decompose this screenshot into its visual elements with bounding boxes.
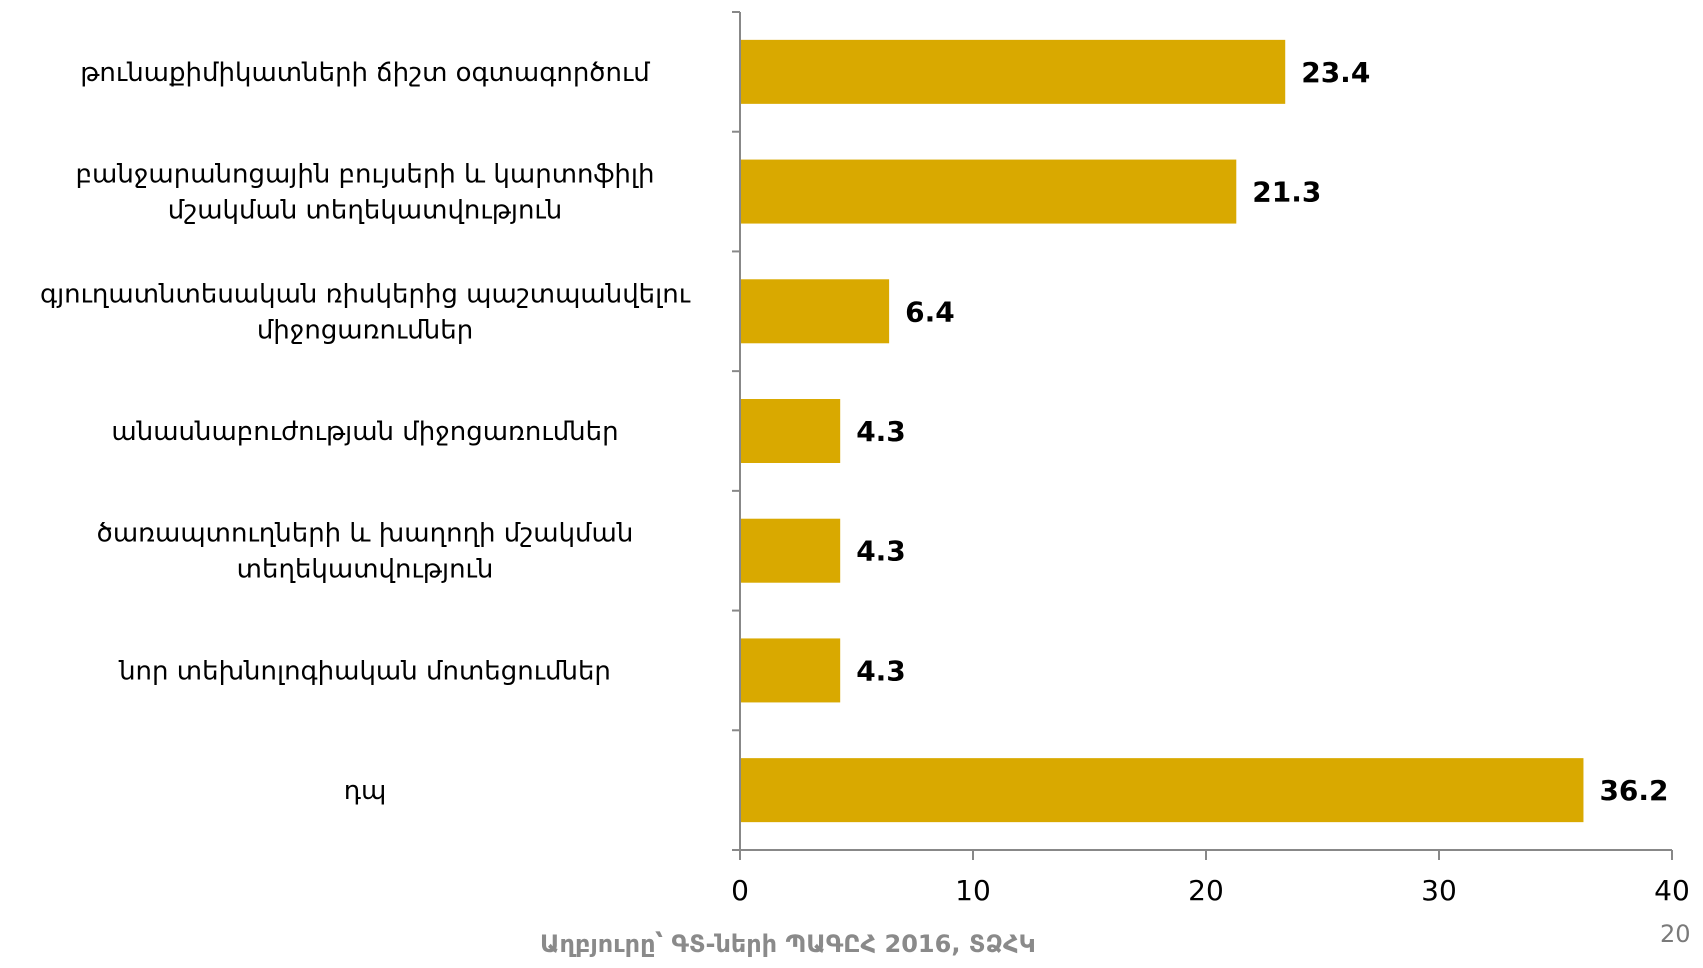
category-label-1: բանջարանոցային բույսերի և կարտոֆիլի մշակմ… (76, 160, 655, 226)
value-label-1: 21.3 (1252, 176, 1321, 209)
bars-layer (740, 39, 1584, 823)
category-label-0: թունաքիմիկատների ճիշտ օգտագործում (80, 58, 650, 88)
x-tick-label-1: 10 (955, 874, 991, 907)
category-label-line: թունաքիմիկատների ճիշտ օգտագործում (80, 58, 650, 88)
page-number: 20 (1660, 920, 1691, 948)
category-label-6: դպ (344, 776, 387, 806)
category-label-line: միջոցառումներ (257, 315, 473, 345)
bar-2 (740, 279, 890, 344)
category-label-line: ծառապտուղների և խաղողի մշակման (97, 519, 634, 549)
value-label-5: 4.3 (856, 654, 906, 687)
category-label-line: տեղեկատվություն (237, 555, 494, 585)
bar-1 (740, 159, 1237, 224)
category-label-line: անասնաբուժության միջոցառումներ (111, 417, 618, 447)
category-label-line: մշակման տեղեկատվություն (168, 196, 562, 226)
category-label-line: նոր տեխնոլոգիական մոտեցումներ (118, 656, 611, 686)
x-tick-label-2: 20 (1188, 874, 1224, 907)
category-label-2: գյուղատնտեսական ռիսկերից պաշտպանվելու միջ… (40, 279, 691, 345)
category-label-line: գյուղատնտեսական ռիսկերից պաշտպանվելու (40, 279, 691, 309)
labels-layer: 23.4 թունաքիմիկատների ճիշտ օգտագործում 21.… (40, 56, 1669, 807)
value-label-0: 23.4 (1301, 56, 1370, 89)
axes-layer: 0 10 20 30 40 (731, 11, 1690, 907)
bar-6 (740, 758, 1584, 823)
x-tick-label-0: 0 (731, 874, 749, 907)
category-label-5: նոր տեխնոլոգիական մոտեցումներ (118, 656, 611, 686)
value-label-6: 36.2 (1599, 774, 1668, 807)
value-label-4: 4.3 (856, 535, 906, 568)
category-label-4: ծառապտուղների և խաղողի մշակման տեղեկատվու… (97, 519, 634, 585)
value-label-2: 6.4 (905, 295, 955, 328)
source-note: Աղբյուրը՝ ԳՏ-ների ՊԱԳԸՀ 2016, ՏՁՀԿ (540, 930, 1036, 958)
x-tick-label-4: 40 (1654, 874, 1690, 907)
category-label-3: անասնաբուժության միջոցառումներ (111, 417, 618, 447)
bar-5 (740, 638, 841, 703)
value-label-3: 4.3 (856, 415, 906, 448)
bar-0 (740, 39, 1286, 104)
bar-4 (740, 518, 841, 583)
bar-3 (740, 399, 841, 463)
x-tick-label-3: 30 (1421, 874, 1457, 907)
category-label-line: բանջարանոցային բույսերի և կարտոֆիլի (76, 160, 655, 190)
category-label-line: դպ (344, 776, 387, 806)
